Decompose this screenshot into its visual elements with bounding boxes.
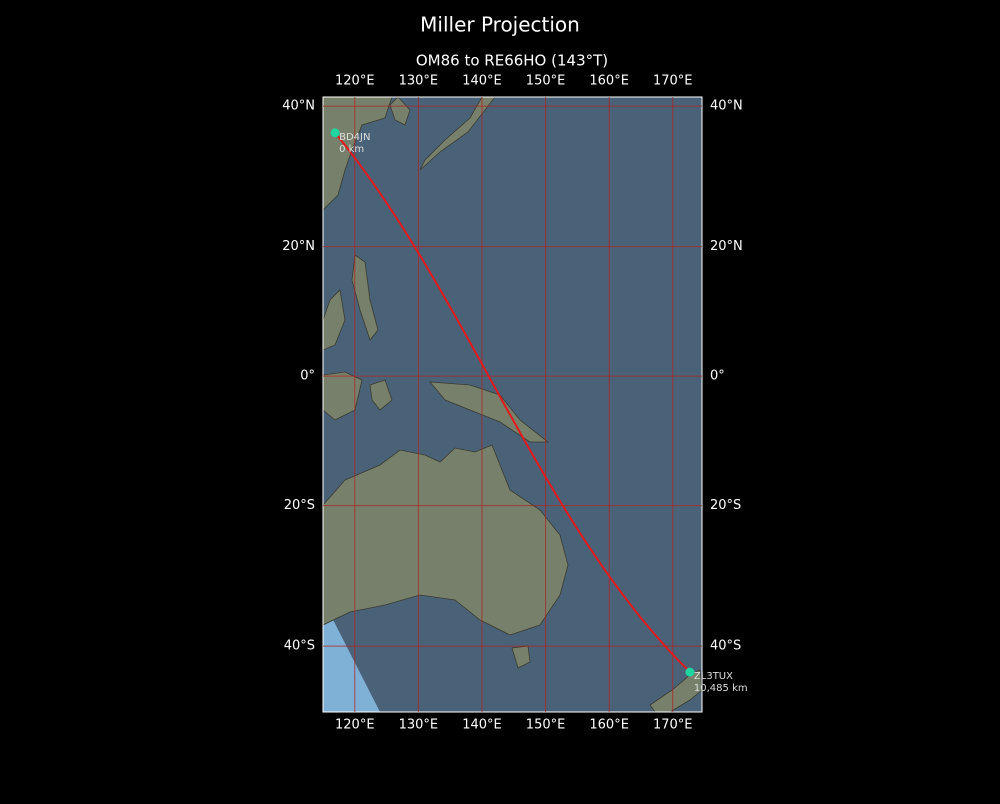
distance-label: 10,485 km — [694, 683, 748, 694]
chart-title: Miller Projection — [420, 13, 580, 37]
basemap — [323, 97, 702, 712]
x-tick-label: 160°E — [589, 74, 629, 89]
y-tick-label: 40°S — [284, 639, 315, 654]
land — [323, 97, 702, 712]
y-tick-label: 20°S — [710, 498, 741, 513]
y-tick-label: 20°S — [284, 498, 315, 513]
x-tick-label: 150°E — [526, 718, 566, 733]
x-tick-label: 120°E — [335, 74, 375, 89]
station-point — [330, 128, 340, 138]
outer-region — [323, 600, 380, 712]
route — [334, 132, 691, 673]
station-label: BD4JN — [339, 132, 370, 143]
x-tick-label: 130°E — [399, 718, 439, 733]
station-label: ZL3TUX — [694, 671, 733, 682]
station-point — [685, 667, 695, 677]
x-tick-label: 120°E — [335, 718, 375, 733]
y-tick-label: 40°N — [282, 99, 315, 114]
x-tick-label: 150°E — [526, 74, 566, 89]
distance-label: 0 km — [339, 144, 364, 155]
x-tick-label: 160°E — [589, 718, 629, 733]
x-tick-label: 140°E — [462, 74, 502, 89]
y-tick-label: 40°N — [710, 99, 743, 114]
map-frame — [322, 96, 703, 713]
y-tick-label: 0° — [710, 369, 725, 384]
y-tick-label: 0° — [300, 369, 315, 384]
chart-subtitle: OM86 to RE66HO (143°T) — [416, 52, 608, 70]
y-tick-label: 40°S — [710, 639, 741, 654]
x-tick-label: 170°E — [653, 718, 693, 733]
x-tick-label: 170°E — [653, 74, 693, 89]
x-tick-label: 130°E — [399, 74, 439, 89]
x-tick-label: 140°E — [462, 718, 502, 733]
y-tick-label: 20°N — [282, 239, 315, 254]
y-tick-label: 20°N — [710, 239, 743, 254]
